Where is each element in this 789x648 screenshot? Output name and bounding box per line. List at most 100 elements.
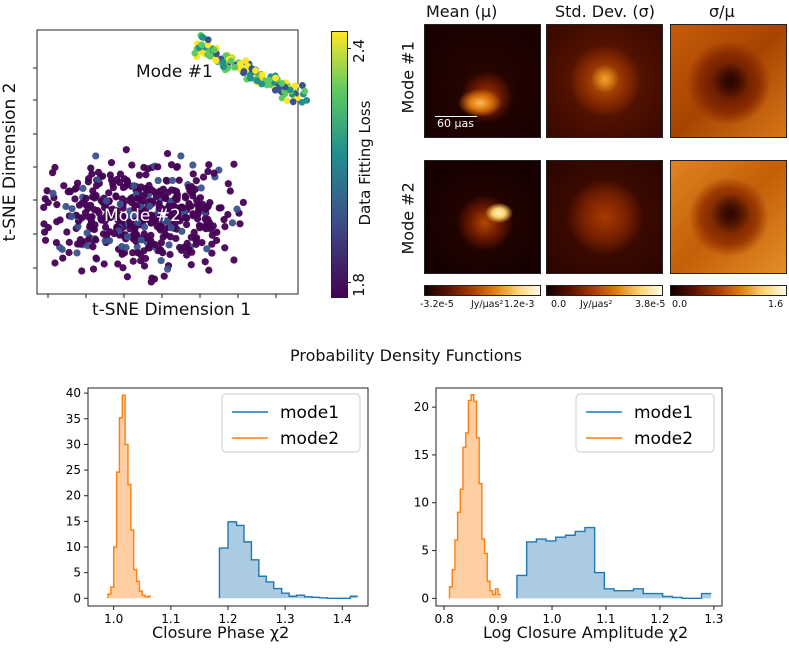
tsne-point-mode2 (199, 173, 208, 181)
tsne-colorbar-tick-low: 1.8 (349, 273, 368, 297)
tsne-point-mode2 (122, 146, 130, 154)
tsne-point-mode2 (118, 250, 126, 258)
hist-ytick-label: 35 (66, 412, 81, 426)
hist-fill-mode1 (219, 521, 358, 599)
tsne-point-mode2 (158, 205, 166, 213)
hist-ytick-label: 20 (66, 489, 81, 503)
tsne-point-mode1 (253, 77, 261, 85)
colorbar-mean-unit: Jy/μas² (471, 299, 504, 310)
tsne-point-mode2 (78, 267, 86, 275)
tsne-point-mode2 (68, 213, 76, 221)
tsne-point-mode1 (301, 87, 309, 95)
colorbar-mean-min: -3.2e-5 (420, 299, 454, 310)
tsne-point-mode2 (144, 165, 152, 173)
tsne-point-mode2 (73, 179, 82, 187)
tsne-mode1-label: Mode #1 (136, 62, 213, 82)
tsne-panel: Mode #1 Mode #2 t-SNE Dimension 1 t-SNE … (0, 0, 390, 330)
hist-xtick-label: 1.0 (104, 612, 123, 626)
tsne-point-mode2 (51, 259, 59, 267)
tsne-point-mode2 (87, 217, 95, 225)
tsne-point-mode2 (44, 224, 53, 232)
scale-bar (435, 116, 477, 117)
colorbar-ratio-min: 0.0 (672, 299, 688, 310)
tsne-point-mode2 (164, 188, 172, 196)
tsne-point-mode2 (43, 187, 51, 195)
tsne-point-mode2 (201, 258, 209, 266)
tsne-point-mode2 (175, 176, 183, 184)
tsne-point-mode2 (154, 163, 162, 171)
tsne-point-mode2 (204, 220, 212, 228)
hist-ytick-label: 5 (421, 544, 429, 558)
tsne-point-mode2 (134, 218, 142, 227)
image-mode2-std (546, 160, 663, 274)
tsne-point-mode2 (53, 218, 61, 226)
image-mode2-mean (424, 160, 541, 274)
tsne-mode2-label: Mode #2 (104, 206, 181, 226)
tsne-point-mode1 (198, 33, 206, 41)
colorbar-mean (424, 285, 541, 296)
tsne-point-mode2 (140, 223, 149, 231)
tsne-point-mode2 (236, 220, 244, 228)
tsne-point-mode2 (203, 245, 211, 253)
image-grid-panel: Mean (μ) Std. Dev. (σ) σ/μ Mode #1 Mode … (390, 0, 789, 330)
tsne-colorbar-tick-high: 2.4 (349, 39, 368, 63)
colorbar-std-unit: Jy/μas² (580, 299, 613, 310)
tsne-points (40, 32, 311, 286)
hist-xtick-label: 0.8 (435, 612, 454, 626)
tsne-point-mode1 (278, 80, 286, 87)
tsne-point-mode2 (40, 203, 48, 212)
tsne-point-mode2 (107, 159, 116, 167)
tsne-point-mode2 (133, 194, 141, 203)
tsne-cbar-tick-mark (347, 48, 351, 49)
hist-ytick-label: 15 (414, 448, 429, 462)
tsne-point-mode2 (119, 264, 127, 272)
tsne-point-mode1 (299, 82, 306, 89)
hist-xtick-label: 1.1 (161, 612, 180, 626)
scale-bar-label: 60 μas (437, 117, 474, 130)
tsne-point-mode2 (202, 205, 210, 213)
tsne-point-mode2 (160, 216, 169, 225)
tsne-point-mode2 (81, 209, 90, 217)
image-mode2-ratio (670, 160, 787, 274)
tsne-point-mode2 (145, 181, 153, 190)
tsne-point-mode2 (92, 254, 100, 262)
tsne-point-mode2 (173, 193, 181, 201)
hist-xtick-label: 0.9 (489, 612, 508, 626)
tsne-point-mode2 (49, 189, 57, 197)
tsne-point-mode2 (233, 205, 241, 213)
colorbar-ratio (670, 285, 787, 296)
tsne-point-mode2 (129, 257, 137, 265)
tsne-point-mode2 (167, 224, 175, 232)
tsne-point-mode2 (44, 199, 52, 207)
tsne-point-mode2 (146, 202, 154, 210)
colorbar-ratio-max: 1.6 (768, 299, 784, 310)
tsne-point-mode2 (166, 250, 174, 259)
hist-left-xlabel: Closure Phase χ2 (152, 623, 290, 642)
tsne-point-mode2 (198, 239, 206, 247)
legend-label-mode2: mode2 (280, 429, 339, 449)
tsne-point-mode2 (109, 184, 117, 192)
tsne-point-mode2 (192, 177, 200, 185)
tsne-point-mode2 (160, 272, 168, 280)
tsne-point-mode2 (85, 175, 93, 183)
tsne-point-mode1 (220, 63, 227, 71)
tsne-point-mode2 (92, 182, 101, 190)
tsne-point-mode2 (90, 206, 99, 214)
tsne-point-mode2 (123, 233, 132, 241)
tsne-point-mode2 (179, 204, 187, 212)
tsne-point-mode2 (181, 192, 189, 200)
tsne-point-mode2 (51, 163, 59, 172)
hist-fill-mode2 (449, 394, 501, 599)
tsne-point-mode1 (303, 96, 311, 104)
hist-fill-mode1 (516, 527, 712, 599)
tsne-point-mode2 (60, 182, 68, 190)
tsne-point-mode2 (156, 188, 164, 196)
tsne-point-mode2 (130, 224, 138, 232)
hist-xtick-label: 1.3 (276, 612, 295, 626)
tsne-colorbar (331, 31, 348, 298)
hist-frame (435, 387, 723, 607)
tsne-point-mode1 (265, 76, 273, 84)
tsne-point-mode1 (204, 36, 212, 44)
hist-ytick-label: 5 (73, 566, 81, 580)
image-mode1-ratio (670, 24, 787, 138)
